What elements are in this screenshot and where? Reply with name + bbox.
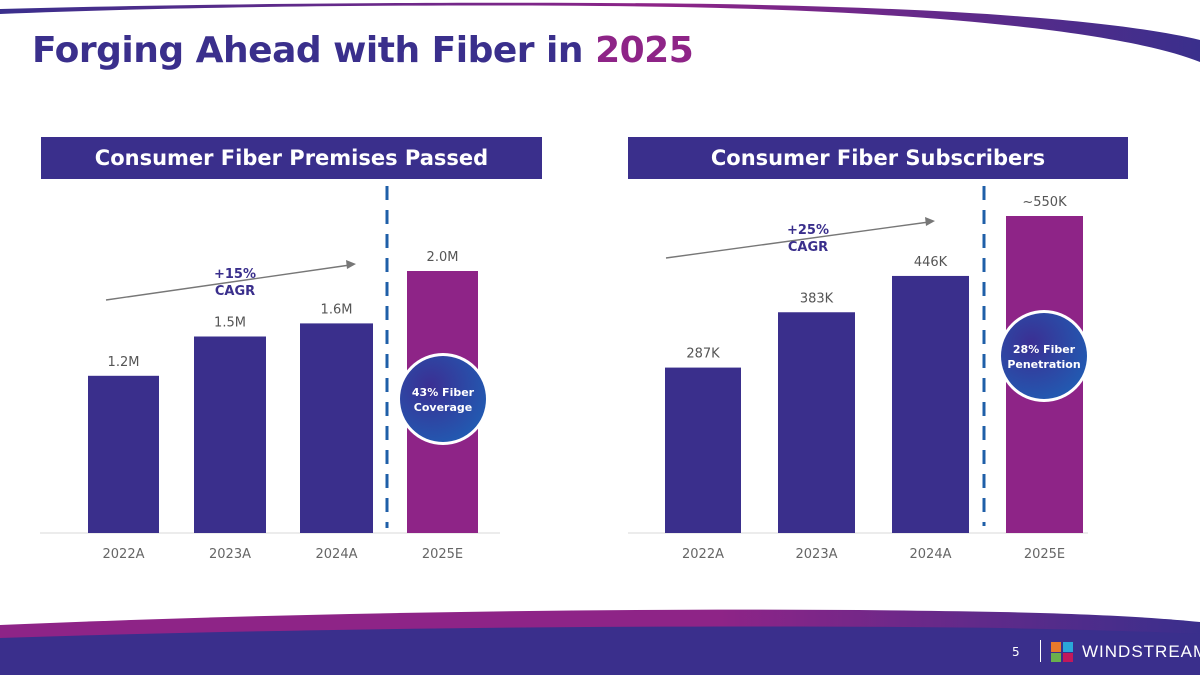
badge-line-1: 28% Fiber: [1013, 343, 1076, 356]
tick-label-2024A: 2024A: [910, 547, 952, 562]
tick-label-2022A: 2022A: [103, 547, 145, 562]
page-title: Forging Ahead with Fiber in 2025: [32, 30, 694, 71]
cagr-value: +15%: [214, 267, 256, 282]
cagr-arrow-head: [346, 260, 356, 269]
bar-2022A: [665, 367, 741, 533]
chart-1-header: Consumer Fiber Premises Passed: [41, 137, 542, 179]
page-number: 5: [1012, 645, 1020, 659]
data-label-2023A: 383K: [800, 291, 834, 306]
cagr-arrow-line: [105, 264, 351, 301]
windstream-logo-icon: [1051, 642, 1073, 662]
bar-2024A: [300, 323, 373, 533]
cagr-arrow-line: [665, 221, 930, 259]
tick-label-2023A: 2023A: [796, 547, 838, 562]
badge-line-1: 43% Fiber: [412, 386, 475, 399]
data-label-2022A: 287K: [686, 347, 720, 362]
cagr-value: +25%: [787, 223, 829, 238]
page-title-main: Forging Ahead with Fiber in: [32, 30, 584, 71]
tick-label-2025E: 2025E: [1024, 547, 1065, 562]
cagr-arrow-head: [925, 217, 935, 226]
bottom-swoosh: [0, 626, 1200, 675]
bar-2024A: [892, 275, 969, 533]
badge-circle: [1001, 313, 1087, 399]
bar-2022A: [88, 375, 159, 533]
top-swoosh-inner: [0, 0, 1200, 40]
bar-2023A: [778, 312, 855, 533]
cagr-label: CAGR: [215, 284, 255, 299]
badge-line-2: Coverage: [414, 401, 472, 414]
bar-2023A: [194, 336, 266, 533]
data-label-2025E: ~550K: [1022, 195, 1067, 210]
data-label-2023A: 1.5M: [214, 316, 246, 331]
data-label-2024A: 1.6M: [321, 302, 353, 317]
data-label-2025E: 2.0M: [427, 250, 459, 265]
badge-line-2: Penetration: [1007, 358, 1080, 371]
data-label-2022A: 1.2M: [108, 355, 140, 370]
page-title-year: 2025: [595, 30, 694, 71]
data-label-2024A: 446K: [914, 255, 948, 270]
tick-label-2023A: 2023A: [209, 547, 251, 562]
badge-circle: [400, 356, 486, 442]
chart-2-header: Consumer Fiber Subscribers: [628, 137, 1128, 179]
cagr-label: CAGR: [788, 240, 828, 255]
footer-divider: [1040, 640, 1041, 662]
tick-label-2025E: 2025E: [422, 547, 463, 562]
top-swoosh: [0, 0, 1200, 62]
tick-label-2024A: 2024A: [316, 547, 358, 562]
tick-label-2022A: 2022A: [682, 547, 724, 562]
brand-name: WINDSTREAM: [1082, 642, 1200, 661]
